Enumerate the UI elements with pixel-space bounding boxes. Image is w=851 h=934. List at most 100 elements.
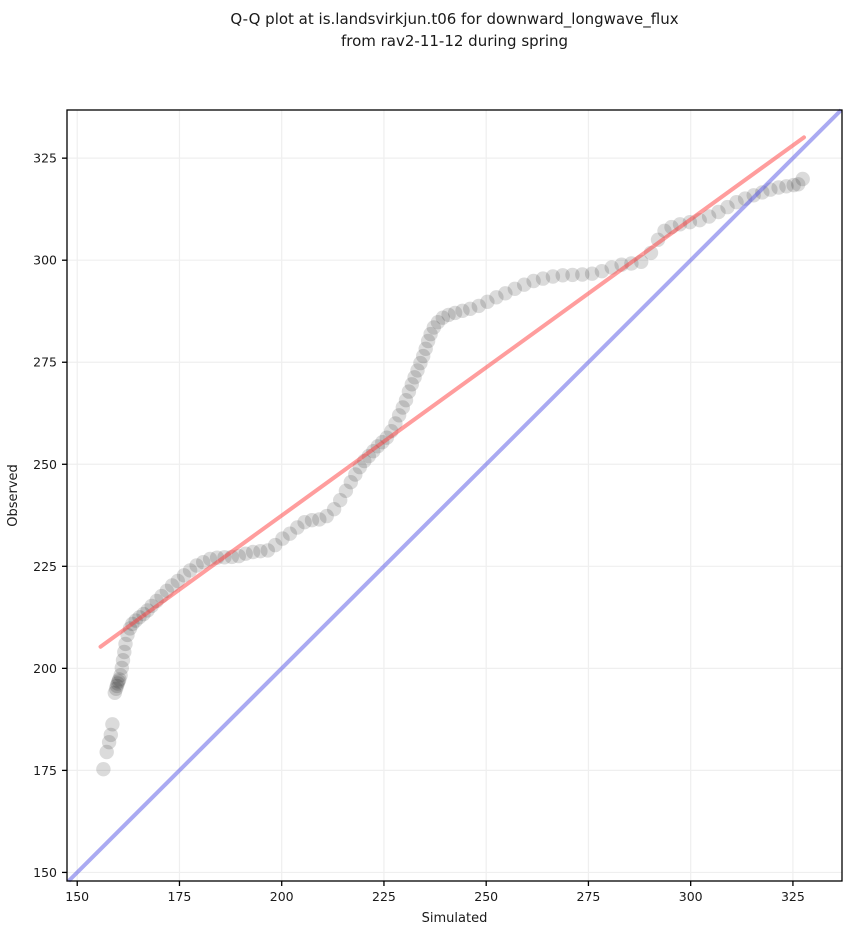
scatter-point: [791, 177, 806, 192]
scatter-point: [498, 286, 513, 301]
scatter-point: [108, 681, 124, 696]
scatter-point: [545, 269, 561, 284]
scatter-point: [413, 355, 428, 371]
scatter-point: [711, 204, 726, 220]
scatter-point: [361, 448, 376, 464]
x-axis-label: Simulated: [422, 911, 488, 926]
scatter-point: [779, 179, 794, 194]
scatter-point: [268, 537, 283, 553]
scatter-point: [103, 727, 119, 743]
y-tick-label: 300: [33, 253, 57, 268]
scatter-point: [333, 493, 348, 508]
scatter-point: [196, 555, 211, 570]
scatter-point: [107, 685, 123, 700]
scatter-point: [101, 735, 117, 750]
x-tick-label: 325: [781, 889, 805, 904]
chart-title: Q-Q plot at is.landsvirkjun.t06 for down…: [67, 8, 842, 52]
scatter-point: [430, 315, 446, 330]
scatter-point: [455, 303, 470, 318]
scatter-point: [526, 273, 541, 289]
scatter-point: [594, 264, 610, 279]
identity-line: [67, 108, 843, 883]
scatter-point: [115, 653, 131, 668]
scatter-point: [290, 520, 305, 535]
y-tick-label: 325: [33, 151, 57, 166]
scatter-point: [114, 660, 129, 676]
scatter-point: [338, 483, 354, 498]
x-tick-label: 175: [168, 889, 192, 904]
scatter-point: [189, 558, 204, 573]
x-tick-label: 250: [474, 889, 498, 904]
scatter-point: [109, 678, 125, 694]
scatter-point: [701, 209, 717, 224]
chart-title-line1: Q-Q plot at is.landsvirkjun.t06 for down…: [230, 10, 679, 28]
scatter-point: [312, 512, 327, 527]
plot-border: [66, 109, 843, 882]
scatter-point: [343, 475, 358, 490]
scatter-point: [565, 267, 580, 283]
scatter-point: [170, 573, 185, 589]
scatter-point: [489, 290, 504, 305]
scatter-point: [304, 513, 320, 528]
scatter-point: [112, 672, 127, 687]
scatter-point: [410, 363, 425, 378]
scatter-point: [720, 199, 735, 215]
chart-title-line2: from rav2-11-12 during spring: [340, 32, 569, 50]
scatter-point: [441, 307, 456, 323]
scatter-point: [253, 544, 268, 559]
scatter-point: [99, 744, 114, 760]
scatter-point: [786, 177, 801, 193]
scatter-point: [795, 171, 810, 187]
scatter-point: [348, 467, 363, 482]
scatter-series: [96, 171, 810, 777]
scatter-point: [426, 320, 441, 335]
scatter-point: [535, 271, 551, 286]
scatter-point: [418, 341, 433, 356]
scatter-point: [282, 526, 298, 541]
scatter-point: [113, 668, 128, 683]
scatter-point: [245, 544, 261, 560]
x-tick-label: 225: [372, 889, 396, 904]
scatter-point: [604, 260, 619, 275]
scatter-point: [395, 400, 410, 415]
x-tick-label: 150: [65, 889, 89, 904]
scatter-point: [398, 393, 414, 408]
y-tick-label: 150: [33, 865, 57, 880]
scatter-point: [729, 195, 744, 210]
scatter-point: [164, 578, 180, 593]
scatter-point: [117, 644, 132, 660]
scatter-point: [297, 515, 312, 530]
scatter-point: [176, 568, 192, 583]
scatter-point: [407, 370, 422, 385]
scatter-point: [275, 531, 290, 546]
x-tick-label: 300: [679, 889, 703, 904]
scatter-point: [319, 508, 334, 524]
x-tick-label: 200: [270, 889, 294, 904]
scatter-point: [771, 180, 786, 195]
y-tick-label: 225: [33, 559, 57, 574]
scatter-point: [110, 676, 125, 691]
y-tick-label: 200: [33, 661, 57, 676]
fit-line: [98, 135, 806, 649]
scatter-point: [480, 294, 495, 309]
scatter-point: [182, 563, 198, 578]
scatter-point: [404, 377, 419, 392]
scatter-point: [416, 348, 431, 364]
scatter-point: [391, 408, 407, 423]
x-tick-label: 275: [577, 889, 601, 904]
scatter-point: [111, 674, 126, 689]
scatter-point: [105, 717, 120, 732]
scatter-point: [555, 268, 570, 283]
scatter-point: [584, 266, 600, 281]
scatter-point: [96, 762, 111, 777]
scatter-point: [420, 333, 436, 349]
scatter-point: [326, 502, 342, 517]
y-tick-label: 250: [33, 457, 57, 472]
scatter-point: [463, 301, 478, 316]
y-axis-label: Observed: [6, 464, 21, 527]
scatter-point: [388, 416, 403, 431]
scatter-point: [755, 185, 770, 200]
scatter-point: [507, 281, 522, 296]
